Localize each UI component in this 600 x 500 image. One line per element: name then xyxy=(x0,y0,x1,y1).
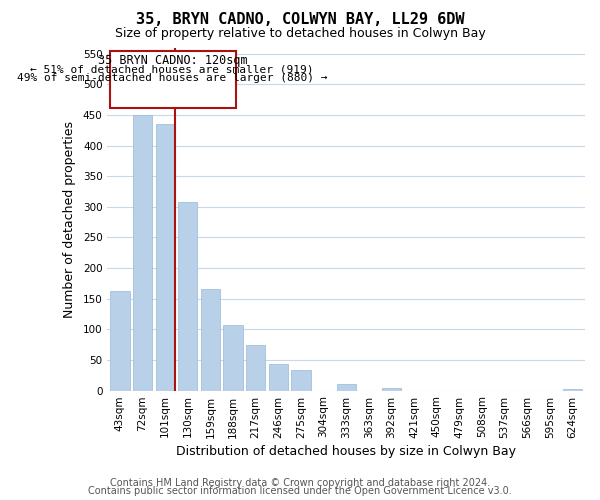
Bar xyxy=(110,290,130,390)
Text: 49% of semi-detached houses are larger (880) →: 49% of semi-detached houses are larger (… xyxy=(17,73,327,83)
Bar xyxy=(223,325,242,390)
Bar xyxy=(133,115,152,390)
Y-axis label: Number of detached properties: Number of detached properties xyxy=(63,120,76,318)
Text: ← 51% of detached houses are smaller (919): ← 51% of detached houses are smaller (91… xyxy=(30,64,314,74)
Text: 35 BRYN CADNO: 120sqm: 35 BRYN CADNO: 120sqm xyxy=(98,54,248,67)
Text: 35, BRYN CADNO, COLWYN BAY, LL29 6DW: 35, BRYN CADNO, COLWYN BAY, LL29 6DW xyxy=(136,12,464,28)
Text: Contains HM Land Registry data © Crown copyright and database right 2024.: Contains HM Land Registry data © Crown c… xyxy=(110,478,490,488)
Bar xyxy=(178,202,197,390)
Bar xyxy=(563,388,582,390)
Bar xyxy=(292,370,311,390)
Bar xyxy=(382,388,401,390)
Bar xyxy=(155,124,175,390)
Text: Size of property relative to detached houses in Colwyn Bay: Size of property relative to detached ho… xyxy=(115,28,485,40)
X-axis label: Distribution of detached houses by size in Colwyn Bay: Distribution of detached houses by size … xyxy=(176,444,516,458)
Bar xyxy=(201,290,220,390)
Bar xyxy=(269,364,288,390)
Bar xyxy=(337,384,356,390)
FancyBboxPatch shape xyxy=(110,51,236,108)
Text: Contains public sector information licensed under the Open Government Licence v3: Contains public sector information licen… xyxy=(88,486,512,496)
Bar xyxy=(246,344,265,391)
